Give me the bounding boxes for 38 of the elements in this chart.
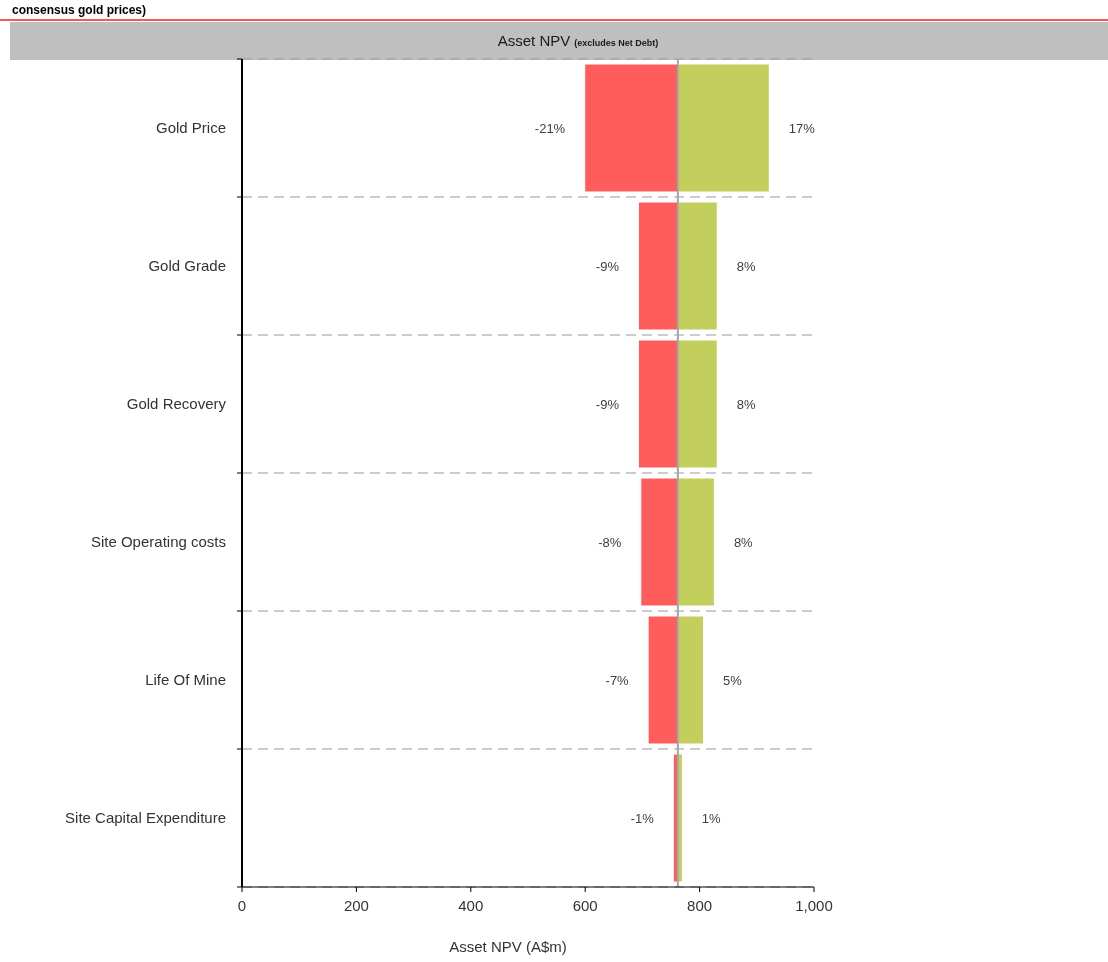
bar (677, 64, 769, 192)
bar (585, 64, 678, 192)
annotation: -8% (598, 535, 622, 550)
chart-subtitle: (excludes Net Debt) (574, 38, 659, 48)
y-tick-label: Gold Price (155, 119, 226, 136)
bar (641, 478, 678, 606)
x-tick-label: 400 (458, 897, 484, 914)
bar (677, 616, 704, 744)
annotation: -9% (595, 259, 620, 274)
x-tick-label: 600 (572, 897, 598, 914)
annotation: 17% (788, 121, 816, 136)
bar (638, 202, 678, 330)
y-tick-label: Site Capital Expenditure (65, 809, 226, 826)
bar (638, 340, 678, 468)
annotation: 8% (736, 259, 756, 274)
annotation: 1% (701, 811, 722, 826)
text: consensus gold prices) (12, 3, 147, 17)
y-tick-label: Gold Grade (148, 257, 226, 274)
chart-title: Asset NPV (497, 32, 571, 49)
annotation: -21% (534, 121, 566, 136)
y-tick-label: Site Operating costs (90, 533, 226, 550)
x-tick-label: 800 (687, 897, 713, 914)
bar (648, 616, 678, 744)
annotation: -1% (630, 811, 655, 826)
annotation: -7% (605, 673, 630, 688)
x-tick-label: 200 (343, 897, 369, 914)
annotation: 5% (723, 673, 743, 688)
annotation: 8% (733, 535, 754, 550)
x-axis-title: Asset NPV (A$m) (449, 938, 567, 955)
y-tick-label: Gold Recovery (126, 395, 227, 412)
bar (677, 202, 717, 330)
bar (677, 478, 714, 606)
y-tick-label: Life Of Mine (145, 671, 226, 688)
x-tick-label: 1,000 (795, 897, 833, 914)
annotation: 8% (736, 397, 756, 412)
x-tick-label: 0 (237, 897, 247, 914)
bar (677, 340, 717, 468)
annotation: -9% (595, 397, 620, 412)
